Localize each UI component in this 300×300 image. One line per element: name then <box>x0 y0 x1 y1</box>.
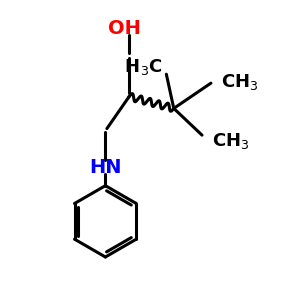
Text: $_3$C: $_3$C <box>140 57 162 77</box>
Text: HN: HN <box>89 158 122 177</box>
Text: OH: OH <box>108 19 141 38</box>
Text: CH$_3$: CH$_3$ <box>221 72 259 92</box>
Text: H: H <box>124 58 140 76</box>
Text: CH$_3$: CH$_3$ <box>212 131 250 151</box>
